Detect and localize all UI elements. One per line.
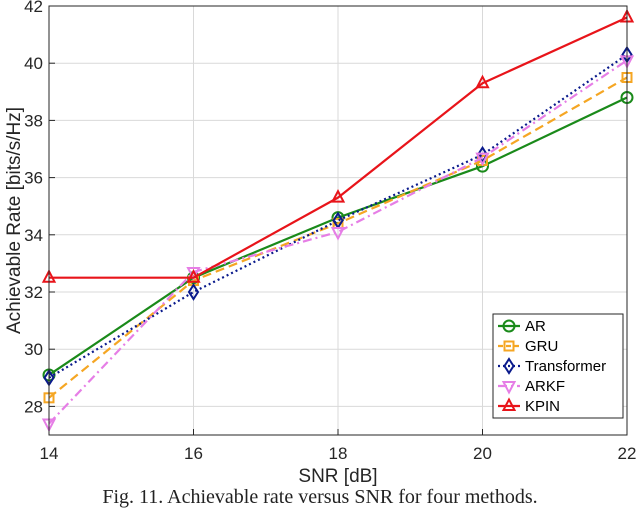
y-axis-label: Achievable Rate [bits/s/Hz] bbox=[4, 107, 25, 334]
series-layer bbox=[41, 8, 635, 433]
legend: AR GRU Transformer ARKF KPIN bbox=[492, 313, 624, 419]
series-line-gru bbox=[48, 76, 628, 399]
data-point-kpin bbox=[186, 269, 201, 283]
x-axis-label: SNR [dB] bbox=[298, 466, 377, 486]
y-tick-label: 34 bbox=[24, 226, 43, 245]
data-point-transformer bbox=[476, 145, 489, 164]
series-line-arkf bbox=[48, 59, 628, 425]
series-line-kpin bbox=[49, 16, 628, 279]
legend-marker bbox=[501, 397, 517, 411]
series-line-transformer bbox=[48, 53, 628, 379]
x-tick-label: 22 bbox=[618, 444, 637, 463]
legend-marker bbox=[503, 357, 515, 375]
x-tick-label: 20 bbox=[473, 444, 492, 463]
data-point-kpin bbox=[475, 74, 490, 89]
legend-label: AR bbox=[525, 318, 546, 335]
legend-label: Transformer bbox=[525, 358, 606, 375]
data-point-arkf bbox=[186, 266, 201, 281]
legend-item-arkf: ARKF bbox=[498, 378, 565, 395]
y-tick-label: 40 bbox=[24, 54, 43, 73]
x-tick-label: 18 bbox=[329, 444, 348, 463]
legend-label: ARKF bbox=[525, 378, 565, 395]
data-point-arkf bbox=[330, 226, 346, 241]
x-tick-label: 14 bbox=[40, 444, 59, 463]
data-point-kpin bbox=[330, 188, 346, 203]
y-tick-label: 38 bbox=[24, 111, 43, 130]
y-tick-label: 30 bbox=[24, 340, 43, 359]
y-tick-label: 28 bbox=[24, 397, 43, 416]
legend-marker bbox=[501, 381, 517, 395]
legend-marker bbox=[503, 340, 515, 352]
line-chart: 14 16 18 20 22 28 30 32 34 36 38 40 42 SNR [dB] Achi… bbox=[4, 0, 636, 486]
legend-label: GRU bbox=[525, 338, 558, 355]
y-tick-label: 32 bbox=[24, 283, 43, 302]
x-tick-label: 16 bbox=[184, 444, 203, 463]
series-line-ar bbox=[48, 96, 628, 376]
legend-label: KPIN bbox=[525, 398, 560, 415]
y-tick-label: 36 bbox=[24, 169, 43, 188]
y-tick-label: 42 bbox=[24, 0, 43, 16]
legend-item-gru: GRU bbox=[498, 338, 558, 355]
legend-item-ar: AR bbox=[498, 318, 546, 335]
plot-frame bbox=[48, 5, 628, 436]
legend-item-transformer: Transformer bbox=[498, 357, 606, 375]
figure-caption: Fig. 11. Achievable rate versus SNR for … bbox=[102, 486, 538, 508]
tick-labels: 14 16 18 20 22 28 30 32 34 36 38 40 42 bbox=[24, 0, 636, 463]
legend-marker bbox=[502, 319, 516, 333]
data-point-arkf bbox=[475, 152, 490, 167]
legend-item-kpin: KPIN bbox=[498, 397, 560, 415]
data-point-transformer bbox=[187, 283, 200, 301]
